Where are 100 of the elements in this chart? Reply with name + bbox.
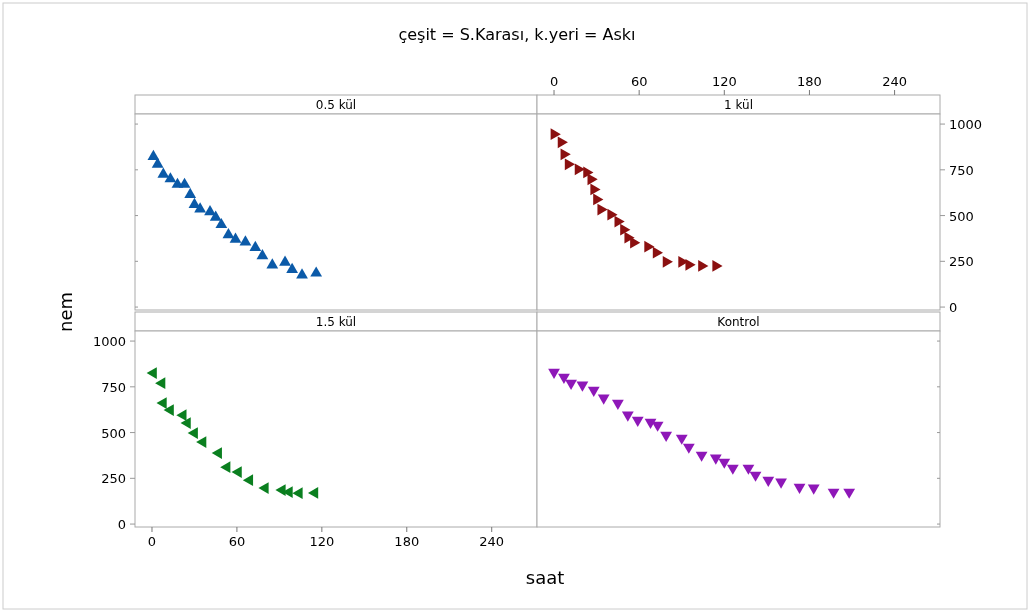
chart-title: 0.5 kül bbox=[315, 98, 357, 112]
chart-title: 1 kül bbox=[724, 98, 753, 112]
point bbox=[843, 488, 856, 499]
point bbox=[279, 255, 291, 266]
chart-title: 1.5 kül bbox=[315, 315, 357, 329]
x-tick-label: 0 bbox=[549, 74, 559, 89]
y-tick-label: 250 bbox=[101, 471, 126, 487]
point bbox=[662, 255, 673, 268]
point bbox=[624, 231, 635, 244]
point bbox=[231, 466, 242, 478]
point bbox=[762, 476, 775, 487]
point bbox=[292, 487, 303, 500]
text: çeşit = S.Karası, k.yeri = Askı bbox=[398, 25, 636, 44]
point bbox=[718, 458, 731, 469]
point bbox=[742, 464, 755, 475]
point bbox=[209, 210, 222, 221]
x-tick-label: 240 bbox=[479, 534, 505, 549]
point bbox=[660, 431, 673, 442]
point bbox=[675, 434, 688, 445]
y-tick-label: 0 bbox=[117, 517, 126, 533]
point bbox=[590, 183, 601, 196]
point bbox=[709, 454, 722, 465]
point bbox=[163, 404, 174, 416]
point bbox=[614, 215, 625, 228]
y-tick-label: 1000 bbox=[949, 117, 983, 133]
point bbox=[576, 381, 589, 392]
x-tick-label: 240 bbox=[882, 74, 908, 89]
point bbox=[775, 478, 787, 489]
point bbox=[550, 128, 561, 141]
point bbox=[612, 399, 624, 410]
point bbox=[593, 193, 604, 206]
point bbox=[827, 488, 840, 499]
point bbox=[239, 235, 252, 246]
point bbox=[607, 208, 618, 221]
point bbox=[749, 471, 762, 482]
point bbox=[583, 166, 594, 179]
point bbox=[220, 461, 231, 474]
point bbox=[726, 464, 739, 475]
y-tick-label: 750 bbox=[949, 162, 974, 178]
point bbox=[187, 427, 198, 439]
point bbox=[296, 268, 308, 279]
point bbox=[644, 240, 655, 253]
point bbox=[620, 223, 631, 236]
point bbox=[621, 411, 634, 422]
y-tick-label: 250 bbox=[949, 254, 974, 270]
point bbox=[211, 447, 222, 459]
point bbox=[557, 136, 568, 149]
point bbox=[176, 409, 187, 422]
point bbox=[587, 173, 598, 186]
point bbox=[229, 232, 242, 243]
point bbox=[258, 482, 269, 494]
point bbox=[597, 203, 608, 216]
point bbox=[310, 266, 323, 277]
point bbox=[565, 379, 577, 390]
point bbox=[695, 451, 708, 462]
point bbox=[178, 177, 191, 188]
point bbox=[685, 258, 696, 271]
point bbox=[151, 157, 164, 168]
x-tick-label: 0 bbox=[147, 534, 157, 549]
y-tick-label: 500 bbox=[101, 425, 126, 441]
point bbox=[548, 368, 560, 379]
y-tick-label: 500 bbox=[949, 208, 974, 224]
point bbox=[631, 416, 644, 427]
point bbox=[698, 260, 709, 272]
point bbox=[215, 217, 228, 229]
point bbox=[307, 487, 319, 499]
point bbox=[286, 262, 299, 273]
point bbox=[652, 246, 663, 259]
point bbox=[560, 148, 571, 161]
point bbox=[266, 258, 279, 269]
point bbox=[242, 474, 254, 487]
point bbox=[155, 377, 166, 390]
point bbox=[156, 397, 167, 409]
point bbox=[807, 484, 820, 495]
point bbox=[180, 417, 191, 429]
point bbox=[147, 149, 160, 161]
point bbox=[194, 202, 206, 213]
x-tick-label: 60 bbox=[228, 534, 246, 549]
point bbox=[712, 260, 723, 272]
point bbox=[682, 443, 695, 454]
point bbox=[184, 187, 197, 198]
x-tick-label: 180 bbox=[394, 534, 420, 549]
point bbox=[146, 367, 157, 379]
point bbox=[587, 386, 600, 397]
point bbox=[558, 373, 570, 384]
x-tick-label: 180 bbox=[797, 74, 822, 89]
point bbox=[597, 394, 610, 405]
point bbox=[793, 483, 806, 494]
point bbox=[256, 249, 269, 260]
point bbox=[574, 163, 585, 176]
y-tick-label: 750 bbox=[101, 379, 126, 395]
y-tick-label: 1000 bbox=[92, 334, 126, 350]
point bbox=[249, 240, 262, 251]
x-tick-label: 60 bbox=[630, 74, 648, 89]
y-axis-title: nem bbox=[55, 291, 76, 333]
x-tick-label: 120 bbox=[711, 74, 737, 89]
x-tick-label: 120 bbox=[309, 534, 335, 549]
y-tick-label: 0 bbox=[949, 300, 958, 316]
point bbox=[164, 172, 177, 183]
point bbox=[196, 436, 207, 448]
